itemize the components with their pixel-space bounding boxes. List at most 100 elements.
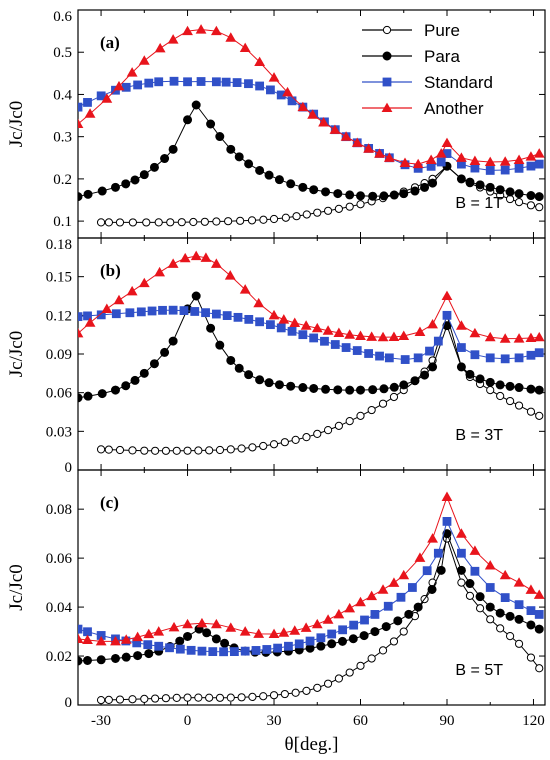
- data-point: [399, 627, 408, 636]
- data-point: [470, 566, 480, 576]
- data-point: [151, 694, 160, 703]
- data-point: [323, 206, 333, 215]
- data-point: [262, 645, 272, 654]
- series-para: [78, 291, 544, 403]
- data-point: [166, 218, 175, 227]
- data-point: [158, 305, 167, 315]
- data-point: [514, 163, 524, 173]
- data-point: [327, 639, 337, 649]
- data-point: [496, 624, 505, 633]
- data-point: [333, 327, 345, 337]
- data-point: [475, 374, 485, 384]
- data-point: [399, 157, 411, 167]
- data-point: [259, 692, 268, 701]
- data-point: [526, 201, 536, 210]
- series-para: [78, 100, 544, 202]
- data-point: [329, 124, 341, 134]
- data-point: [384, 353, 394, 363]
- data-point: [486, 385, 495, 395]
- legend-label: Para: [424, 47, 460, 66]
- data-point: [485, 353, 495, 363]
- data-point: [534, 348, 544, 358]
- legend-label: Standard: [424, 73, 493, 92]
- series-group: [78, 24, 545, 227]
- data-point: [282, 86, 293, 97]
- data-point: [78, 327, 84, 338]
- data-point: [535, 664, 544, 673]
- x-tick-label: -30: [91, 713, 111, 729]
- data-point: [215, 693, 225, 702]
- panel-label: (c): [100, 493, 119, 512]
- panel-c: 0 0.02 0.04 0.06 0.08 Jc/Jc0 (c) B = 5T: [6, 469, 546, 711]
- y-tick-label: 0.3: [53, 130, 72, 146]
- data-point: [248, 692, 257, 701]
- data-point: [78, 624, 83, 634]
- data-point: [154, 42, 166, 53]
- data-point: [370, 610, 380, 619]
- data-point: [433, 548, 443, 558]
- data-point: [469, 155, 481, 165]
- legend-entry-para: Para: [358, 45, 518, 67]
- data-point: [210, 618, 222, 629]
- data-point: [144, 649, 154, 659]
- field-annotation: B = 5T: [455, 662, 503, 679]
- panel-label: (a): [100, 33, 120, 52]
- data-point: [320, 336, 329, 346]
- data-point: [465, 177, 475, 187]
- data-point: [425, 154, 437, 164]
- data-point: [334, 674, 343, 683]
- data-point: [289, 317, 301, 327]
- series-standard: [78, 305, 544, 364]
- data-point: [138, 277, 150, 288]
- data-point: [413, 163, 423, 173]
- data-point: [96, 218, 106, 227]
- y-tick-label: 0: [65, 695, 73, 711]
- data-point: [183, 693, 192, 702]
- data-point: [177, 218, 186, 227]
- data-point: [309, 333, 319, 343]
- data-point: [399, 189, 409, 199]
- data-point: [305, 636, 315, 646]
- data-point: [226, 445, 235, 454]
- data-point: [83, 627, 92, 637]
- data-point: [291, 688, 300, 697]
- data-point: [505, 631, 515, 641]
- data-point: [345, 385, 355, 395]
- data-point: [266, 320, 275, 330]
- data-point: [364, 349, 374, 358]
- data-point: [345, 190, 355, 200]
- data-point: [441, 137, 453, 148]
- data-point: [182, 25, 193, 36]
- data-point: [456, 528, 467, 538]
- data-point: [359, 631, 369, 641]
- data-point: [286, 179, 296, 189]
- data-point: [222, 311, 232, 320]
- data-point: [514, 383, 524, 393]
- series-pure: [96, 534, 544, 705]
- data-point: [436, 157, 446, 167]
- data-point: [83, 311, 92, 321]
- data-point: [215, 340, 225, 350]
- y-tick-label: 0.2: [53, 172, 72, 188]
- data-point: [153, 626, 165, 636]
- data-point: [96, 445, 106, 454]
- data-point: [330, 340, 340, 349]
- data-point: [113, 294, 125, 305]
- data-point: [191, 100, 201, 110]
- data-point: [300, 320, 312, 330]
- data-point: [220, 638, 230, 648]
- data-point: [300, 622, 312, 632]
- panel-label: (b): [100, 261, 121, 280]
- data-point: [269, 214, 279, 224]
- data-point: [115, 218, 125, 227]
- data-point: [255, 317, 265, 327]
- data-point: [205, 446, 214, 455]
- data-point: [149, 162, 159, 172]
- data-point: [175, 644, 185, 654]
- data-point: [101, 93, 113, 103]
- data-point: [410, 376, 420, 386]
- data-point: [211, 77, 221, 87]
- data-point: [83, 655, 93, 665]
- data-point: [254, 56, 266, 67]
- data-point: [121, 82, 131, 92]
